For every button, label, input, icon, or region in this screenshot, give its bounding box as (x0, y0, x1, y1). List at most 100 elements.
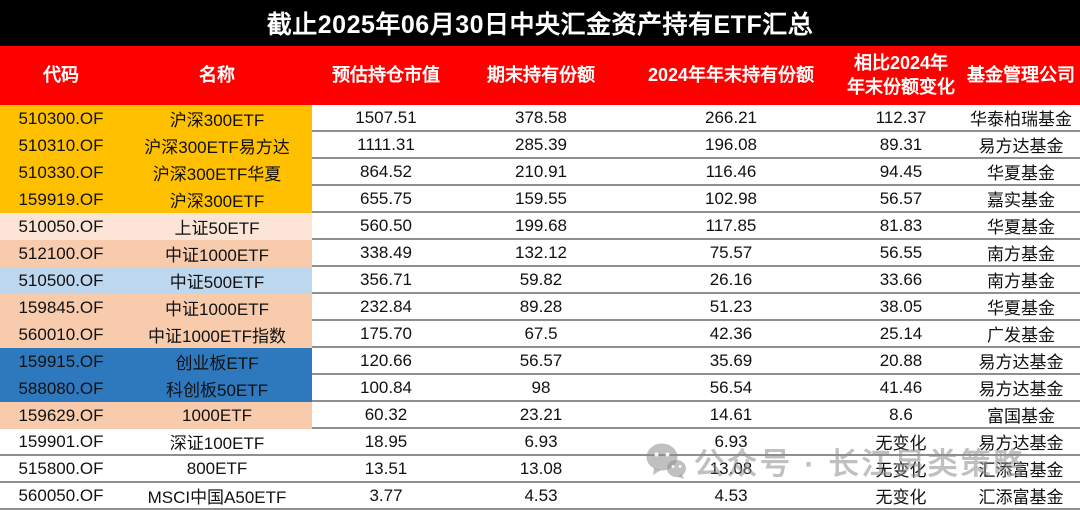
cell-shares_2024: 117.85 (622, 213, 840, 240)
cell-code: 510500.OF (0, 267, 122, 294)
cell-company: 易方达基金 (962, 132, 1080, 159)
cell-shares_2024: 35.69 (622, 348, 840, 375)
cell-shares_end: 98 (460, 375, 622, 402)
cell-shares_2024: 51.23 (622, 294, 840, 321)
cell-market_value: 100.84 (312, 375, 460, 402)
cell-shares_end: 23.21 (460, 402, 622, 429)
cell-code: 510050.OF (0, 213, 122, 240)
column-header-company: 基金管理公司 (967, 64, 1075, 85)
cell-market_value: 338.49 (312, 240, 460, 267)
cell-change: 20.88 (840, 348, 962, 375)
cell-code: 560050.OF (0, 483, 122, 510)
cell-company: 易方达基金 (962, 375, 1080, 402)
cell-change: 8.6 (840, 402, 962, 429)
column-header-name: 名称 (199, 64, 235, 85)
cell-name: MSCI中国A50ETF (122, 483, 312, 510)
cell-market_value: 60.32 (312, 402, 460, 429)
cell-code: 510310.OF (0, 132, 122, 159)
cell-market_value: 175.70 (312, 321, 460, 348)
cell-name: 沪深300ETF华夏 (122, 159, 312, 186)
cell-name: 深证100ETF (122, 429, 312, 456)
cell-company: 广发基金 (962, 321, 1080, 348)
cell-change: 81.83 (840, 213, 962, 240)
cell-code: 159919.OF (0, 186, 122, 213)
cell-change: 112.37 (840, 105, 962, 132)
cell-change: 38.05 (840, 294, 962, 321)
cell-market_value: 13.51 (312, 456, 460, 483)
cell-shares_2024: 13.08 (622, 456, 840, 483)
cell-change: 94.45 (840, 159, 962, 186)
table-row: 515800.OF 800ETF 13.51 13.08 13.08 无变化 汇添富基金 (0, 456, 1080, 483)
cell-code: 159629.OF (0, 402, 122, 429)
table-row: 510500.OF 中证500ETF 356.71 59.82 26.16 33.66 南方… (0, 267, 1080, 294)
cell-code: 512100.OF (0, 240, 122, 267)
cell-change: 56.57 (840, 186, 962, 213)
cell-shares_end: 67.5 (460, 321, 622, 348)
cell-shares_end: 132.12 (460, 240, 622, 267)
cell-company: 富国基金 (962, 402, 1080, 429)
table-row: 510050.OF 上证50ETF 560.50 199.68 117.85 81.83 华… (0, 213, 1080, 240)
cell-shares_end: 6.93 (460, 429, 622, 456)
page-title: 截止2025年06月30日中央汇金资产持有ETF汇总 (0, 0, 1080, 46)
table-row: 560050.OF MSCI中国A50ETF 3.77 4.53 4.53 无变化 汇添富基… (0, 483, 1080, 510)
cell-change: 无变化 (840, 483, 962, 510)
cell-code: 159845.OF (0, 294, 122, 321)
table-row: 159629.OF 1000ETF 60.32 23.21 14.61 8.6 富国基金 (0, 402, 1080, 429)
cell-shares_end: 199.68 (460, 213, 622, 240)
table-body: 510300.OF 沪深300ETF 1507.51 378.58 266.21 112.… (0, 105, 1080, 510)
cell-code: 159901.OF (0, 429, 122, 456)
cell-shares_2024: 116.46 (622, 159, 840, 186)
cell-market_value: 655.75 (312, 186, 460, 213)
table-row: 560010.OF 中证1000ETF指数 175.70 67.5 42.36 25.14… (0, 321, 1080, 348)
cell-shares_2024: 266.21 (622, 105, 840, 132)
cell-name: 沪深300ETF (122, 186, 312, 213)
cell-company: 华夏基金 (962, 159, 1080, 186)
cell-market_value: 560.50 (312, 213, 460, 240)
cell-change: 33.66 (840, 267, 962, 294)
cell-company: 易方达基金 (962, 348, 1080, 375)
cell-market_value: 1111.31 (312, 132, 460, 159)
cell-market_value: 864.52 (312, 159, 460, 186)
cell-shares_end: 56.57 (460, 348, 622, 375)
cell-name: 中证1000ETF (122, 240, 312, 267)
cell-shares_end: 210.91 (460, 159, 622, 186)
cell-shares_2024: 196.08 (622, 132, 840, 159)
cell-name: 中证1000ETF指数 (122, 321, 312, 348)
cell-shares_2024: 26.16 (622, 267, 840, 294)
cell-shares_2024: 75.57 (622, 240, 840, 267)
cell-shares_end: 59.82 (460, 267, 622, 294)
cell-code: 515800.OF (0, 456, 122, 483)
column-header-shares_2024: 2024年年末持有份额 (647, 64, 815, 85)
table-row: 510310.OF 沪深300ETF易方达 1111.31 285.39 196.08 8… (0, 132, 1080, 159)
cell-shares_end: 89.28 (460, 294, 622, 321)
cell-change: 41.46 (840, 375, 962, 402)
cell-code: 560010.OF (0, 321, 122, 348)
column-header-code: 代码 (43, 64, 79, 85)
cell-shares_end: 159.55 (460, 186, 622, 213)
column-header-shares_end: 期末持有份额 (487, 64, 595, 85)
table-row: 159915.OF 创业板ETF 120.66 56.57 35.69 20.88 易方达基… (0, 348, 1080, 375)
cell-shares_end: 285.39 (460, 132, 622, 159)
table-row: 159901.OF 深证100ETF 18.95 6.93 6.93 无变化 易方达基金 (0, 429, 1080, 456)
cell-market_value: 18.95 (312, 429, 460, 456)
cell-shares_2024: 14.61 (622, 402, 840, 429)
cell-company: 南方基金 (962, 267, 1080, 294)
column-header-market_value: 预估持仓市值 (332, 64, 440, 85)
cell-name: 沪深300ETF易方达 (122, 132, 312, 159)
cell-name: 1000ETF (122, 402, 312, 429)
cell-change: 56.55 (840, 240, 962, 267)
cell-company: 易方达基金 (962, 429, 1080, 456)
table-row: 159845.OF 中证1000ETF 232.84 89.28 51.23 38.05 华… (0, 294, 1080, 321)
cell-shares_2024: 4.53 (622, 483, 840, 510)
cell-company: 南方基金 (962, 240, 1080, 267)
cell-market_value: 356.71 (312, 267, 460, 294)
cell-change: 无变化 (840, 429, 962, 456)
cell-company: 华夏基金 (962, 213, 1080, 240)
cell-market_value: 232.84 (312, 294, 460, 321)
cell-shares_end: 4.53 (460, 483, 622, 510)
cell-company: 嘉实基金 (962, 186, 1080, 213)
cell-change: 无变化 (840, 456, 962, 483)
table-row: 510300.OF 沪深300ETF 1507.51 378.58 266.21 112.… (0, 105, 1080, 132)
cell-shares_2024: 42.36 (622, 321, 840, 348)
